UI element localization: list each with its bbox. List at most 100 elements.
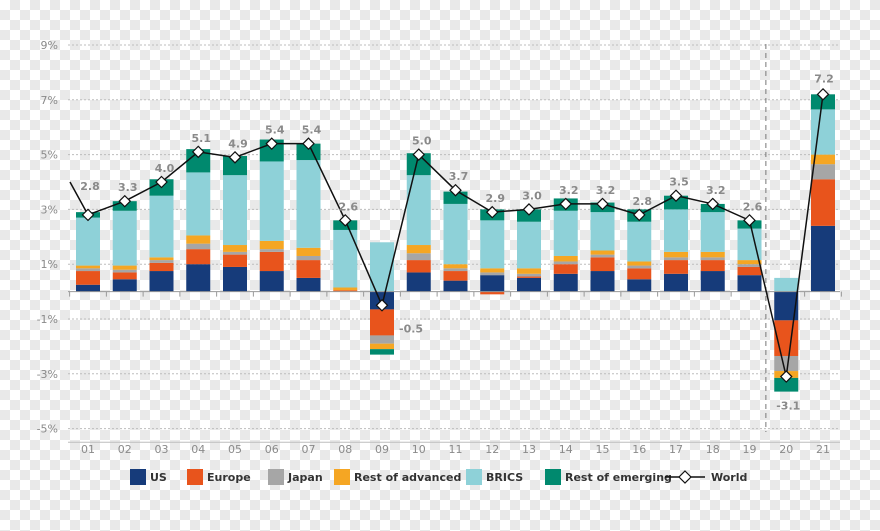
bar-segment-japan — [553, 261, 578, 265]
bar-segment-rest-of-advanced — [296, 247, 321, 256]
bar-segment-europe — [737, 266, 762, 276]
bar-segment-us — [223, 266, 247, 292]
world-data-label: 5.4 — [302, 124, 322, 137]
bar-segment-brics — [296, 160, 321, 248]
world-data-label: 2.9 — [486, 192, 506, 205]
bar-segment-us — [627, 279, 652, 292]
bar-segment-brics — [480, 220, 505, 269]
x-tick-label: 11 — [449, 443, 463, 456]
bar-segment-rest-of-advanced — [480, 268, 505, 273]
bar-segment-brics — [627, 221, 652, 262]
bar-segment-brics — [811, 109, 835, 155]
bar-segment-us — [517, 277, 541, 292]
world-point — [779, 370, 793, 383]
x-tick-label: 19 — [743, 443, 757, 456]
world-data-label: 2.6 — [743, 200, 763, 213]
bar-segment-us — [590, 271, 615, 292]
bar-segment-rest-of-emerging — [443, 191, 468, 204]
x-tick-label: 16 — [632, 443, 646, 456]
world-data-label: 2.8 — [633, 195, 653, 208]
x-tick-label: 09 — [375, 443, 389, 456]
world-point — [338, 214, 352, 227]
world-line: 2.8 3.3 4.0 5.1 4.9 5.4 5.4 2.6 -0.5 5.0 3.7 2.9 3.0… — [69, 72, 834, 413]
bar-segment-japan — [406, 253, 431, 261]
bar-segment-europe — [223, 254, 247, 267]
bar-segment-japan — [700, 257, 725, 261]
bar-segment-rest-of-advanced — [811, 154, 835, 165]
world-point — [302, 137, 315, 150]
bar-segment-rest-of-emerging — [186, 149, 211, 173]
bar-segment-us — [811, 225, 835, 292]
world-data-label: 3.3 — [118, 181, 138, 194]
legend-label: Rest of advanced — [354, 471, 461, 484]
world-point — [412, 148, 426, 161]
world-point — [265, 137, 279, 150]
world-point — [485, 205, 499, 219]
bar-segment-japan — [774, 355, 799, 372]
bar-segment-rest-of-emerging — [774, 377, 799, 392]
bar-segment-us — [553, 273, 578, 292]
world-data-label: 4.9 — [228, 137, 248, 150]
world-point — [522, 203, 536, 216]
x-tick-label: 05 — [228, 443, 242, 456]
x-tick-label: 20 — [779, 443, 793, 456]
bar-segment-brics — [774, 277, 799, 292]
bar-segment-brics — [700, 212, 725, 252]
x-tick-label: 04 — [191, 443, 205, 456]
bar-segment-rest-of-advanced — [553, 255, 578, 262]
x-tick-label: 02 — [118, 443, 132, 456]
bar-segment-europe — [553, 264, 578, 274]
bar-segment-europe — [76, 271, 100, 285]
x-tick-label: 17 — [669, 443, 683, 456]
bar-segment-us — [480, 275, 505, 292]
bar-segment-europe — [774, 320, 799, 356]
legend-swatch — [130, 469, 146, 485]
bar-segment-japan — [664, 257, 688, 261]
bar-segment-japan — [480, 272, 505, 276]
bar-segment-japan — [112, 269, 137, 273]
x-tick-label: 18 — [706, 443, 720, 456]
zero-axis — [68, 291, 842, 297]
bar-segment-rest-of-advanced — [700, 251, 725, 258]
legend-label: US — [150, 471, 167, 484]
bar-segment-rest-of-advanced — [333, 287, 358, 291]
legend-label: BRICS — [486, 471, 523, 484]
bar-segment-europe — [112, 272, 137, 280]
bar-segment-japan — [590, 254, 615, 258]
x-tick-label: 14 — [559, 443, 573, 456]
bar-segment-japan — [259, 249, 284, 252]
bar-segment-rest-of-advanced — [664, 251, 688, 258]
bar-segment-europe — [627, 268, 652, 280]
bar-segment-brics — [517, 221, 541, 269]
bar-segment-rest-of-advanced — [406, 245, 431, 254]
legend: US Europe Japan Rest of advanced BRICS Rest o… — [130, 469, 747, 485]
bar-segment-brics — [149, 195, 174, 258]
x-tick-label: 01 — [81, 443, 95, 456]
bar-segment-rest-of-advanced — [627, 261, 652, 266]
world-data-label: 4.0 — [155, 162, 175, 175]
legend-label: World — [711, 471, 747, 484]
legend-label: Europe — [207, 471, 251, 484]
bar-segment-us — [443, 280, 468, 292]
bar-segment-europe — [333, 290, 358, 292]
world-point — [449, 183, 462, 197]
bar-segment-brics — [406, 175, 431, 246]
bar-segment-japan — [443, 268, 468, 272]
world-point — [155, 175, 168, 189]
world-point — [632, 208, 646, 222]
bar-segment-us — [664, 273, 688, 292]
legend-swatch — [334, 469, 350, 485]
world-data-label: 2.6 — [339, 200, 359, 213]
bar-segment-rest-of-emerging — [259, 139, 284, 162]
y-tick-label: -3% — [37, 368, 58, 381]
bar-segment-rest-of-emerging — [406, 153, 431, 176]
bar-segment-rest-of-emerging — [370, 349, 394, 355]
legend-label: Rest of emerging — [565, 471, 672, 484]
world-data-label: 3.2 — [596, 184, 616, 197]
x-tick-label: 13 — [522, 443, 536, 456]
world-data-label: 3.5 — [669, 176, 689, 189]
bar-segment-japan — [737, 264, 762, 267]
legend-label: Japan — [287, 471, 323, 484]
bar-segment-rest-of-advanced — [76, 265, 100, 269]
